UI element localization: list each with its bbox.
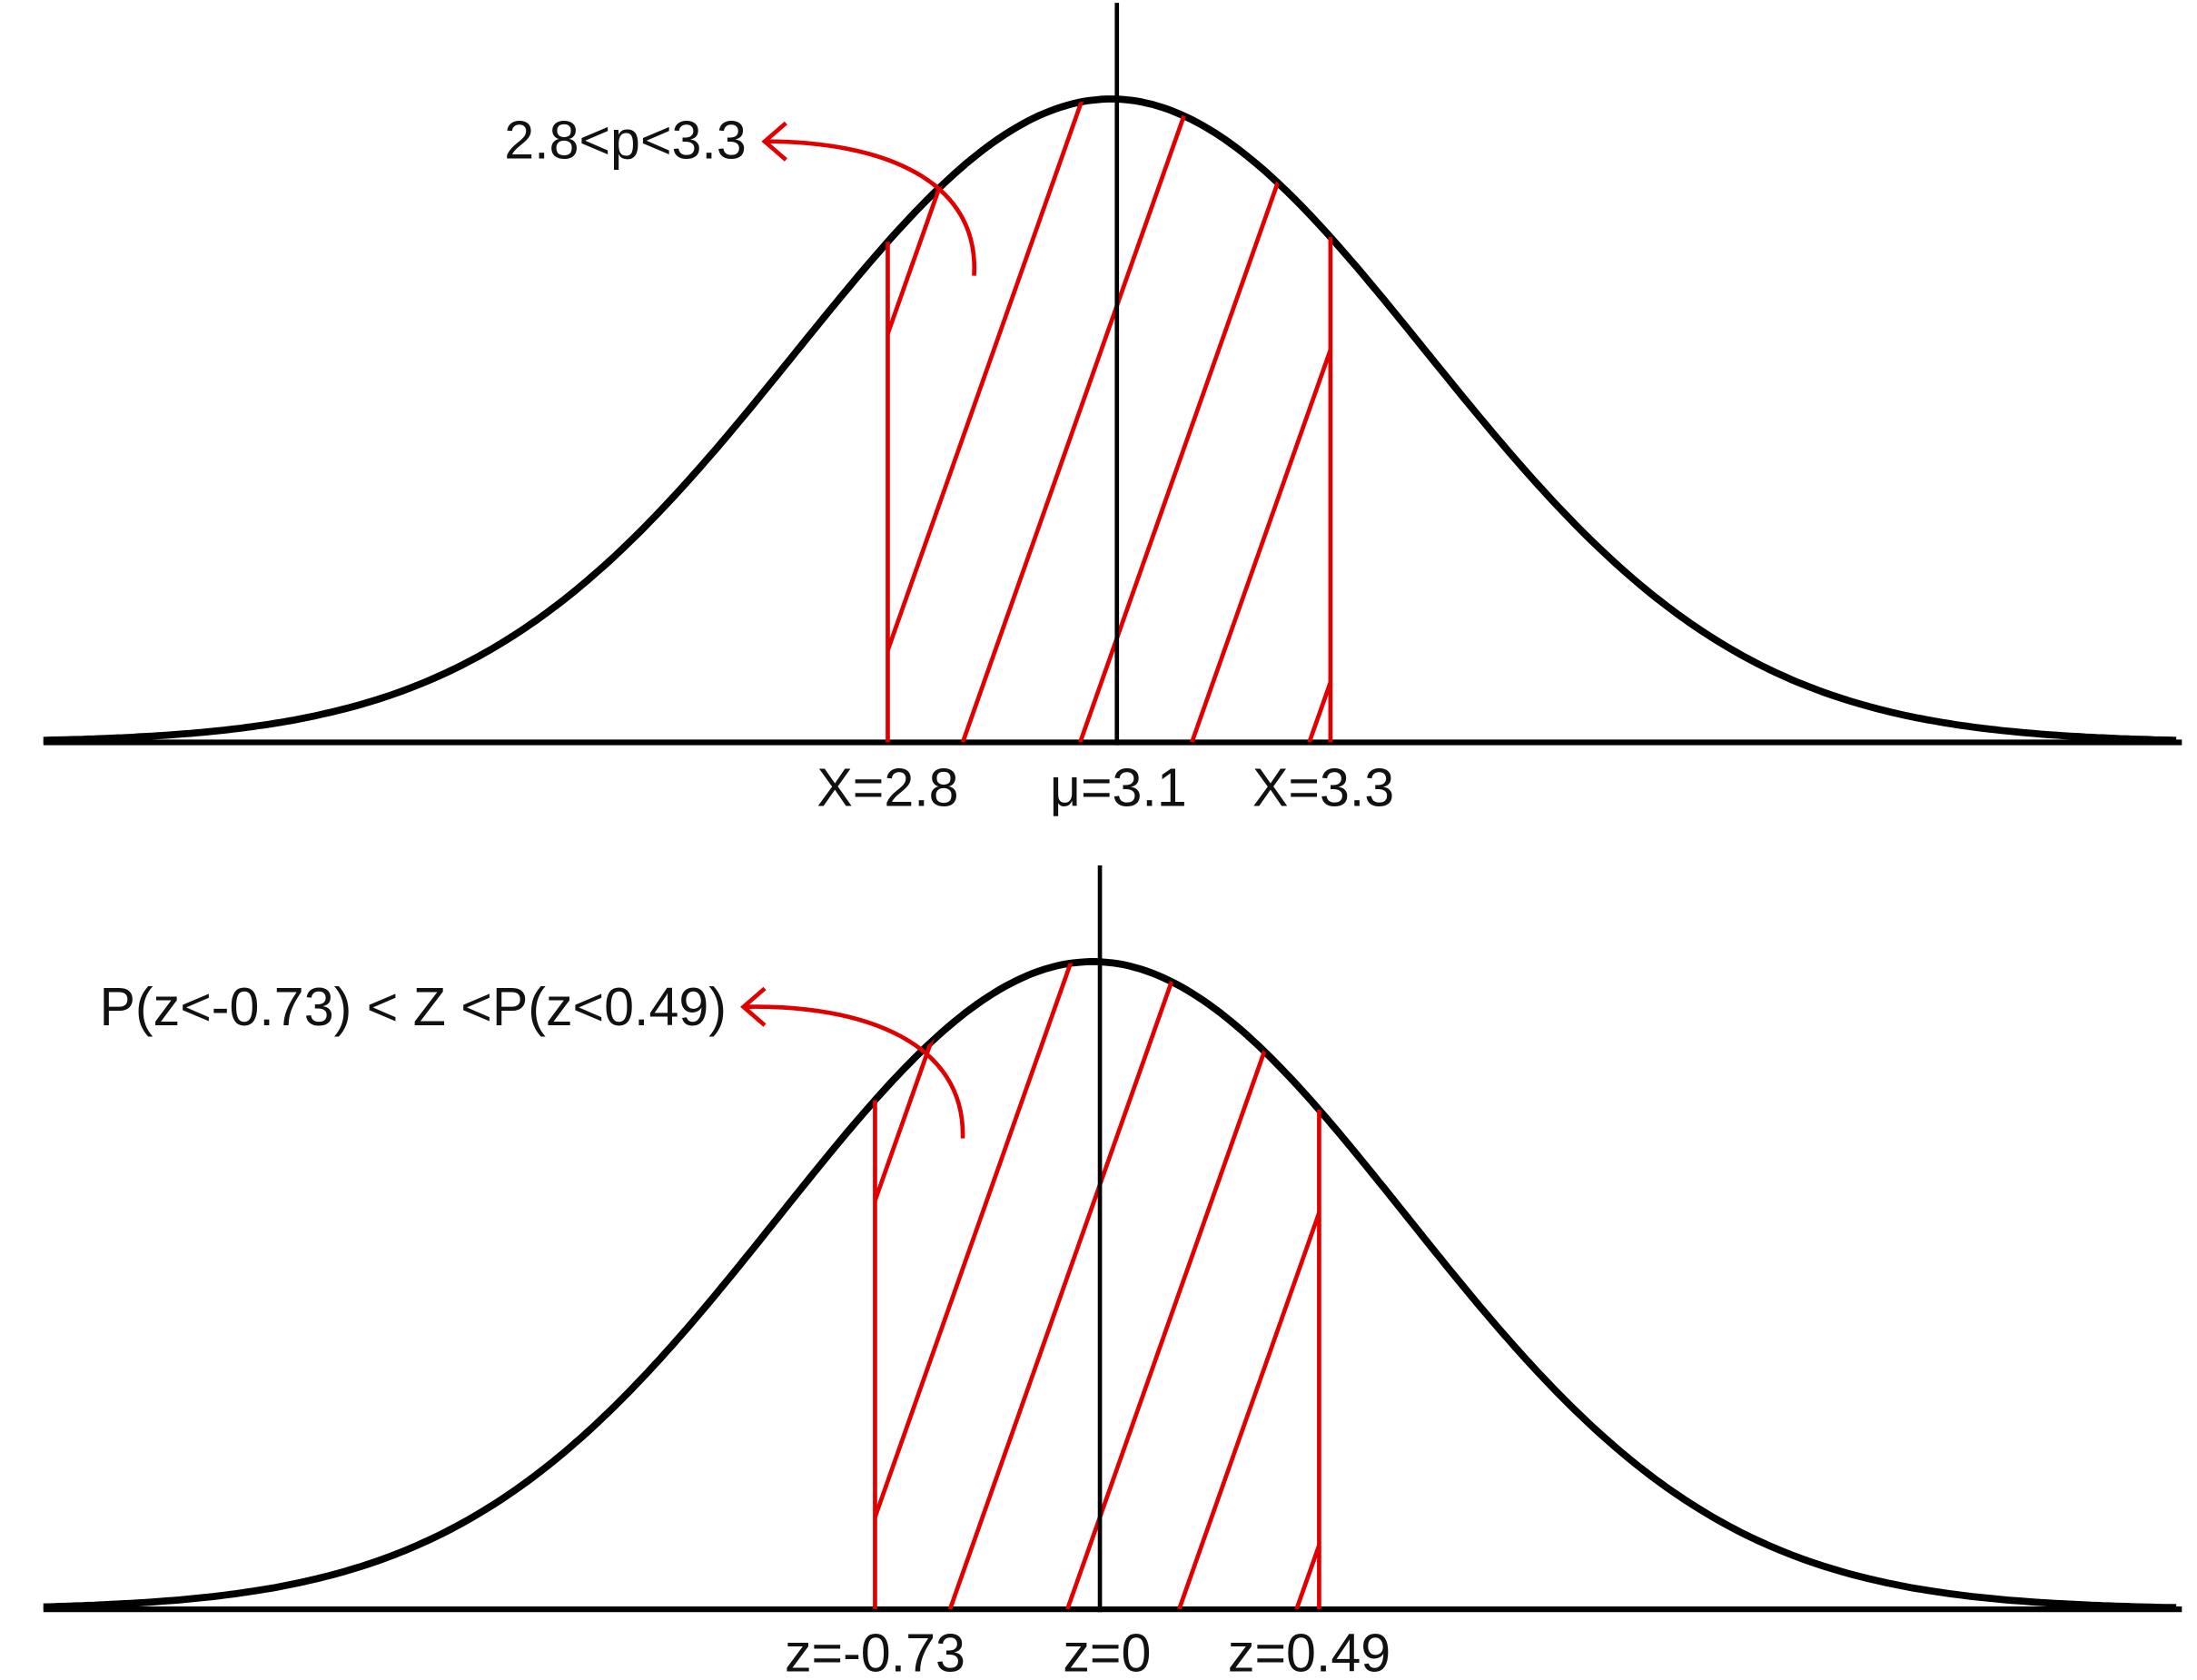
axis-label: X=3.3 <box>1252 757 1394 818</box>
axis-label: z=0 <box>1063 1623 1151 1680</box>
hatch-line <box>875 961 1033 1610</box>
hatch-line <box>1417 761 1717 1609</box>
hatch-line <box>1078 99 1331 743</box>
panel: P(z<-0.73) < Z <P(z<0.49) z=-0.73 z=0 z=0.4… <box>43 761 2182 1680</box>
hatch-line <box>1190 99 1331 743</box>
arrow <box>764 139 976 276</box>
hatch-line <box>1307 99 1331 743</box>
hatch-line <box>1430 0 1729 743</box>
bell-curve <box>43 95 2177 745</box>
hatch-line <box>960 99 1265 743</box>
axis-label: z=0.49 <box>1228 1623 1390 1680</box>
hatch-line <box>1294 961 1320 1610</box>
hatch-line <box>887 99 1045 743</box>
hatch <box>875 761 1717 1610</box>
panel: 2.8<p<3.3 X=2.8 μ=3.1 X=3.3 <box>43 0 2182 818</box>
hatch-line <box>1177 961 1320 1610</box>
axis-label: z=-0.73 <box>785 1623 965 1680</box>
arrow-head <box>761 121 787 162</box>
arrow <box>743 1004 965 1139</box>
annotation: P(z<-0.73) < Z <P(z<0.49) <box>99 976 726 1037</box>
hatch-line <box>887 99 1157 743</box>
arrow-head <box>740 986 767 1027</box>
hatch <box>887 0 1729 743</box>
axis-label: μ=3.1 <box>1050 757 1187 818</box>
hatch-line <box>1065 961 1320 1610</box>
annotation: 2.8<p<3.3 <box>504 109 746 170</box>
bell-curve <box>43 958 2177 1612</box>
hatch-line <box>875 961 1144 1610</box>
axis-label: X=2.8 <box>816 757 958 818</box>
